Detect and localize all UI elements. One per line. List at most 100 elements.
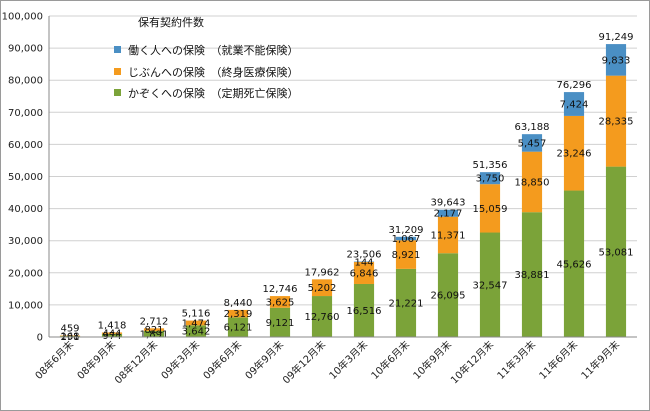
bar-segment	[101, 332, 123, 334]
bar-segment	[437, 216, 459, 254]
data-label: 3,642	[182, 327, 211, 338]
bar-segment	[521, 151, 543, 213]
data-label: 821	[144, 325, 163, 336]
y-tick-label: 70,000	[8, 108, 43, 119]
bar-segment	[185, 325, 207, 337]
data-label: 2,177	[434, 209, 463, 220]
y-tick-label: 100,000	[2, 12, 43, 23]
data-label: 6,846	[350, 268, 379, 279]
bar-segment	[479, 172, 501, 185]
bar-segment	[563, 92, 585, 116]
bar-segment	[185, 320, 207, 326]
data-label: 18,850	[515, 177, 550, 188]
x-tick-label: 08年9月末	[74, 338, 118, 382]
bar-segment	[563, 115, 585, 191]
y-tick-label: 90,000	[8, 44, 43, 55]
bar-segment	[479, 184, 501, 233]
total-label: 8,440	[224, 298, 253, 309]
total-label: 76,296	[557, 80, 592, 91]
bar-segment	[395, 240, 417, 269]
x-tick-label: 09年9月末	[242, 338, 286, 382]
data-label: 26,095	[431, 291, 466, 302]
x-tick-label: 10年9月末	[410, 338, 454, 382]
bar-segment	[521, 212, 543, 337]
total-label: 459	[60, 324, 79, 335]
data-label: 1,891	[140, 329, 169, 340]
data-label: 9,833	[602, 55, 631, 66]
x-tick-label: 10年6月末	[368, 338, 412, 382]
bar-segment	[395, 268, 417, 337]
data-label: 3,750	[476, 174, 505, 185]
total-label: 1,418	[98, 320, 127, 331]
y-tick-label: 60,000	[8, 140, 43, 151]
bar-segment	[479, 232, 501, 337]
y-tick-label: 30,000	[8, 236, 43, 247]
bar-segment	[395, 236, 417, 241]
bar-segment	[353, 261, 375, 263]
bar-segment	[353, 262, 375, 284]
data-label: 28,335	[599, 117, 634, 128]
y-tick-label: 50,000	[8, 172, 43, 183]
bar-segment	[227, 317, 249, 337]
x-tick-label: 10年3月末	[326, 338, 370, 382]
legend-label-shuugyou: 働く人への保険 （就業不能保険）	[128, 43, 299, 57]
bar-segment	[101, 333, 123, 337]
legend-title: 保有契約件数	[138, 15, 204, 29]
bar-segment	[437, 253, 459, 337]
x-tick-label: 08年6月末	[32, 338, 76, 382]
bar-segment	[227, 309, 249, 318]
legend-swatch-shibou	[114, 89, 121, 96]
data-label: 6,121	[224, 323, 253, 334]
data-label: 45,626	[557, 259, 592, 270]
data-label: 2,319	[224, 309, 253, 320]
data-label: 5,457	[518, 138, 547, 149]
data-label: 23,246	[557, 149, 592, 160]
data-label: 9,121	[266, 318, 295, 329]
total-label: 12,746	[263, 284, 298, 295]
total-label: 2,712	[140, 316, 169, 327]
data-label: 8,921	[392, 250, 421, 261]
total-label: 39,643	[431, 198, 466, 209]
bar-segment	[143, 328, 165, 331]
bar-segment	[437, 209, 459, 217]
legend-label-iryou: じぶんへの保険 （終身医療保険）	[128, 65, 299, 79]
data-label: 38,881	[515, 270, 550, 281]
data-label: 53,081	[599, 247, 634, 258]
y-tick-label: 10,000	[8, 300, 43, 311]
legend-swatch-iryou	[114, 68, 121, 75]
data-label: 1,474	[182, 318, 211, 329]
total-label: 63,188	[515, 122, 550, 133]
bar-segment	[143, 330, 165, 337]
data-label: 444	[102, 329, 121, 340]
data-label: 1,067	[392, 234, 421, 245]
data-label: 7,424	[560, 100, 589, 111]
y-tick-label: 40,000	[8, 204, 43, 215]
x-tick-label: 11年3月末	[494, 338, 538, 382]
bar-segment	[269, 307, 291, 337]
x-tick-label: 09年3月末	[158, 338, 202, 382]
legend-swatch-shuugyou	[114, 46, 121, 53]
bar-segment	[269, 296, 291, 308]
data-label: 16,516	[347, 306, 382, 317]
data-label: 5,202	[308, 283, 337, 294]
x-tick-label: 11年9月末	[578, 338, 622, 382]
bars-layer	[59, 44, 627, 337]
bar-segment	[563, 190, 585, 337]
bar-segment	[353, 283, 375, 337]
x-tick-label: 10年12月末	[448, 338, 496, 386]
data-label: 291	[60, 332, 79, 343]
data-label: 11,371	[431, 230, 466, 241]
legend: 保有契約件数 働く人への保険 （就業不能保険） じぶんへの保険 （終身医療保険）…	[114, 15, 299, 100]
data-label: 15,059	[473, 204, 508, 215]
data-label: 12,760	[305, 312, 340, 323]
total-label: 5,116	[182, 309, 211, 320]
y-tick-label: 20,000	[8, 268, 43, 279]
data-label: 974	[102, 331, 121, 342]
grid-layer	[49, 15, 637, 306]
total-label: 23,506	[347, 250, 382, 261]
bar-segment	[605, 44, 627, 76]
total-label: 31,209	[389, 225, 424, 236]
x-tick-label: 09年12月末	[280, 338, 328, 386]
